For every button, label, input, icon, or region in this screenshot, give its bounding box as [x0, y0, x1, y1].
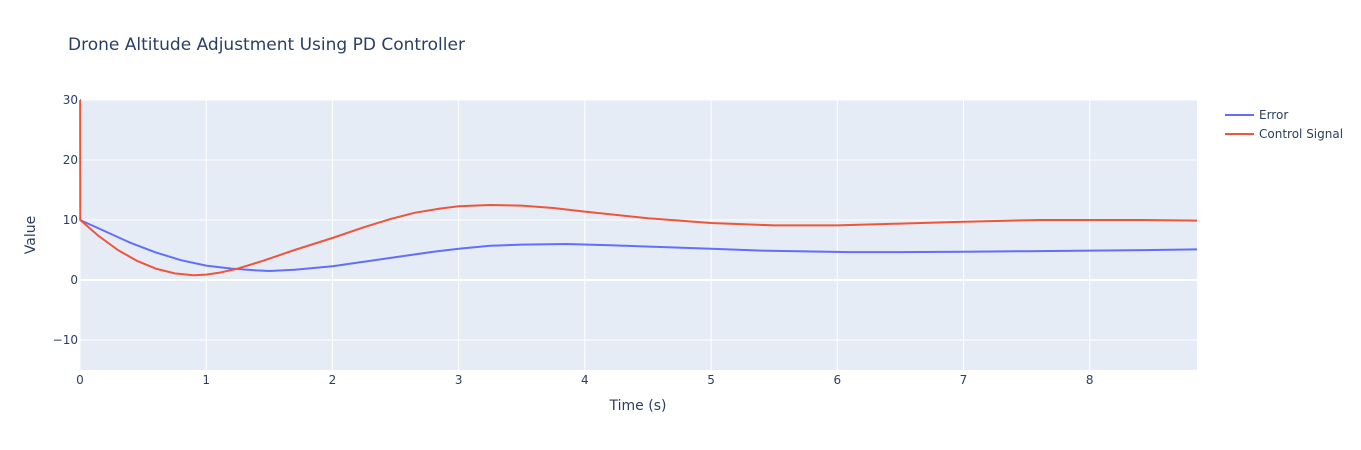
- legend-label: Error: [1259, 108, 1288, 122]
- y-tick-label: 30: [63, 93, 78, 107]
- series-line-error: [79, 219, 1198, 272]
- gridlines: [79, 99, 1197, 370]
- legend-item[interactable]: Error: [1225, 108, 1288, 122]
- y-tick-label: 0: [70, 273, 78, 287]
- x-tick-label: 7: [960, 373, 968, 387]
- series-line-control-signal: [79, 99, 1198, 277]
- x-tick-label: 8: [1086, 373, 1094, 387]
- x-tick-label: 5: [707, 373, 715, 387]
- x-tick-label: 6: [833, 373, 841, 387]
- x-tick-label: 4: [581, 373, 589, 387]
- y-tick-label: 20: [63, 153, 78, 167]
- x-tick-label: 0: [76, 373, 84, 387]
- plot-area: [80, 100, 1197, 370]
- legend[interactable]: Error Control Signal: [1225, 108, 1343, 141]
- y-tick-label: −10: [53, 333, 78, 347]
- legend-label: Control Signal: [1259, 127, 1343, 141]
- x-tick-label: 3: [455, 373, 463, 387]
- x-axis-label: Time (s): [609, 398, 667, 414]
- x-tick-label: 1: [202, 373, 210, 387]
- chart-title: Drone Altitude Adjustment Using PD Contr…: [68, 35, 465, 55]
- x-tick-label: 2: [329, 373, 337, 387]
- legend-item[interactable]: Control Signal: [1225, 127, 1343, 141]
- series-group: [79, 99, 1198, 277]
- y-axis-label: Value: [23, 216, 39, 254]
- y-tick-labels: −10 0 10 20 30: [53, 93, 78, 347]
- x-tick-labels: 0 1 2 3 4 5 6 7 8: [76, 373, 1093, 387]
- y-tick-label: 10: [63, 213, 78, 227]
